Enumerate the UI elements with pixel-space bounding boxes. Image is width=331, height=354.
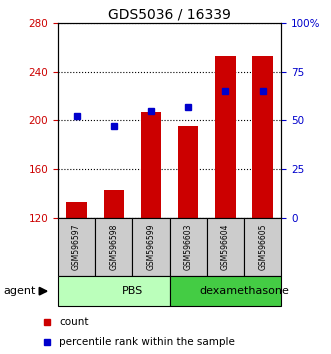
Text: dexamethasone: dexamethasone xyxy=(199,286,289,296)
Bar xyxy=(169,218,207,276)
Text: GSM596597: GSM596597 xyxy=(72,224,81,270)
Text: percentile rank within the sample: percentile rank within the sample xyxy=(59,337,235,347)
Bar xyxy=(178,126,199,218)
Bar xyxy=(58,218,95,276)
Bar xyxy=(95,218,132,276)
Bar xyxy=(215,56,236,218)
Text: GSM596599: GSM596599 xyxy=(147,224,156,270)
Text: GSM596605: GSM596605 xyxy=(258,224,267,270)
Text: PBS: PBS xyxy=(122,286,143,296)
Bar xyxy=(66,202,87,218)
Text: count: count xyxy=(59,317,89,327)
Title: GDS5036 / 16339: GDS5036 / 16339 xyxy=(108,8,231,22)
Bar xyxy=(253,56,273,218)
Bar xyxy=(207,218,244,276)
Bar xyxy=(141,112,161,218)
Text: GSM596603: GSM596603 xyxy=(184,224,193,270)
Text: GSM596604: GSM596604 xyxy=(221,224,230,270)
Bar xyxy=(244,218,281,276)
Text: agent: agent xyxy=(3,286,36,296)
Bar xyxy=(58,276,169,306)
Bar xyxy=(132,218,169,276)
Bar xyxy=(169,276,281,306)
Text: GSM596598: GSM596598 xyxy=(109,224,118,270)
Bar xyxy=(104,190,124,218)
